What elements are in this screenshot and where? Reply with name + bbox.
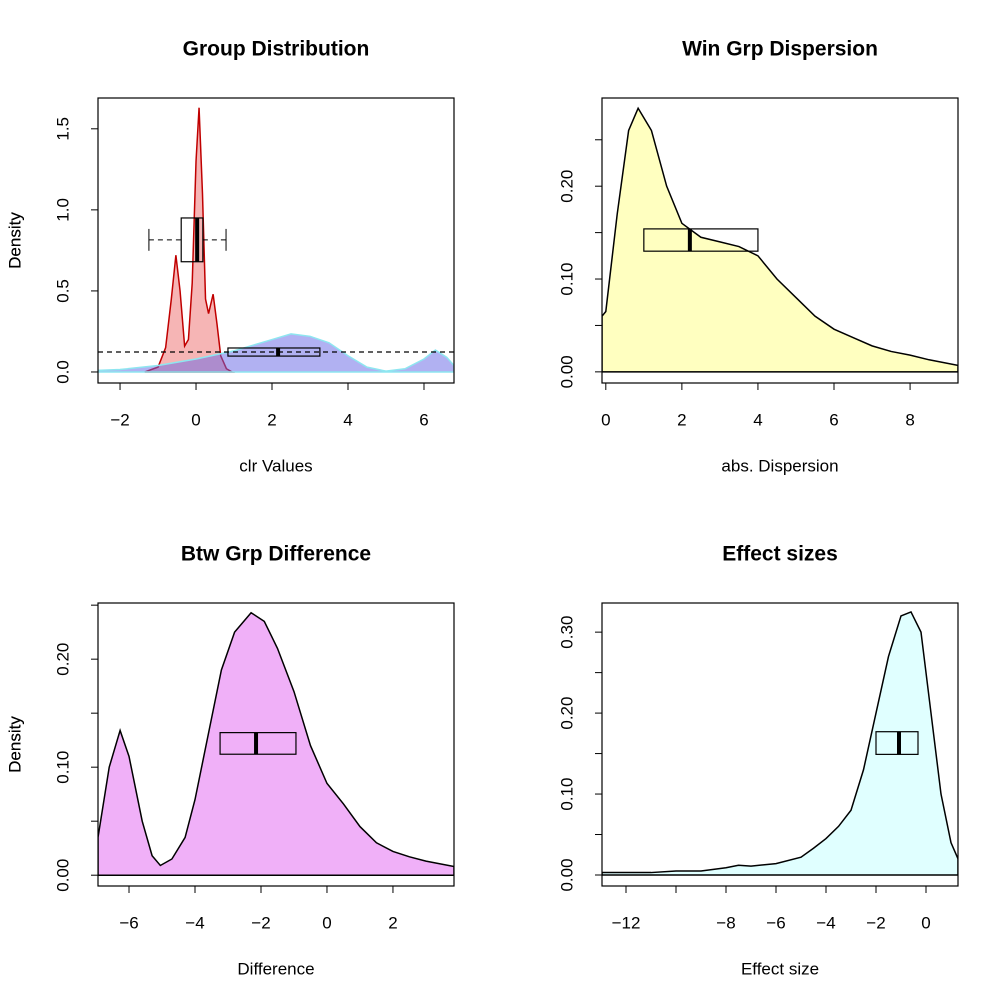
plot-frame bbox=[97, 602, 455, 887]
y-tick-label: 0.5 bbox=[53, 279, 72, 303]
box bbox=[180, 217, 204, 263]
plot-area bbox=[98, 611, 454, 876]
x-tick-label: 4 bbox=[753, 410, 762, 429]
chart-title: Win Grp Dispersion bbox=[682, 38, 878, 61]
density-area bbox=[602, 106, 958, 373]
y-tick-label: 1.0 bbox=[53, 198, 72, 222]
y-axis-label: Density bbox=[5, 212, 24, 269]
plot-frame bbox=[97, 97, 455, 384]
box bbox=[643, 228, 759, 252]
y-tick-label: 0.30 bbox=[557, 616, 576, 649]
x-tick-label: −8 bbox=[716, 913, 735, 932]
x-tick-label: 0 bbox=[601, 410, 610, 429]
x-tick-label: −6 bbox=[766, 913, 785, 932]
density-area bbox=[98, 611, 454, 876]
x-tick-label: 6 bbox=[829, 410, 838, 429]
y-tick-label: 1.5 bbox=[53, 117, 72, 141]
box bbox=[227, 347, 321, 357]
density-area bbox=[602, 610, 958, 876]
x-tick-label: 0 bbox=[921, 913, 930, 932]
plot-area bbox=[98, 107, 454, 373]
density-area bbox=[144, 107, 235, 373]
x-axis-label: abs. Dispersion bbox=[721, 456, 838, 475]
chart-title: Btw Grp Difference bbox=[181, 543, 371, 566]
chart-title: Effect sizes bbox=[722, 543, 838, 566]
y-tick-label: 0.20 bbox=[53, 643, 72, 676]
x-axis-label: clr Values bbox=[239, 456, 312, 475]
y-tick-label: 0.20 bbox=[557, 697, 576, 730]
x-tick-label: −2 bbox=[110, 410, 129, 429]
plot-frame bbox=[601, 602, 959, 887]
panel: Btw Grp Difference Difference Density −6 −4 −… bbox=[5, 543, 455, 978]
panel: Group Distribution clr Values Density −2 0 2 4… bbox=[5, 38, 455, 475]
x-tick-label: −6 bbox=[119, 913, 138, 932]
x-tick-label: 2 bbox=[677, 410, 686, 429]
x-tick-label: −2 bbox=[251, 913, 270, 932]
panel: Effect sizes Effect size Density −12 −8 −6 −4 −… bbox=[5, 543, 959, 978]
y-axis-label: Density bbox=[5, 212, 24, 269]
x-tick-label: −12 bbox=[612, 913, 641, 932]
panel: Win Grp Dispersion abs. Dispersion Density… bbox=[5, 38, 959, 475]
y-axis-label: Density bbox=[5, 716, 24, 773]
y-tick-label: 0.10 bbox=[53, 751, 72, 784]
chart-title: Group Distribution bbox=[183, 38, 370, 61]
x-tick-label: 6 bbox=[419, 410, 428, 429]
plot-frame bbox=[601, 97, 959, 384]
plot-area bbox=[602, 610, 958, 876]
y-tick-label: 0.00 bbox=[557, 355, 576, 388]
x-axis-label: Difference bbox=[237, 959, 314, 978]
x-tick-label: 0 bbox=[322, 913, 331, 932]
y-axis-label: Density bbox=[5, 716, 24, 773]
x-tick-label: −2 bbox=[866, 913, 885, 932]
y-tick-label: 0.0 bbox=[53, 360, 72, 384]
x-tick-label: 4 bbox=[343, 410, 352, 429]
x-tick-label: −4 bbox=[816, 913, 835, 932]
x-tick-label: 2 bbox=[267, 410, 276, 429]
plot-area bbox=[602, 106, 958, 373]
x-tick-label: 2 bbox=[388, 913, 397, 932]
x-tick-label: −4 bbox=[185, 913, 204, 932]
x-axis-label: Effect size bbox=[741, 959, 819, 978]
y-tick-label: 0.20 bbox=[557, 170, 576, 203]
y-tick-label: 0.10 bbox=[557, 262, 576, 295]
density-area bbox=[98, 333, 454, 373]
y-tick-label: 0.10 bbox=[557, 777, 576, 810]
y-tick-label: 0.00 bbox=[53, 859, 72, 892]
x-tick-label: 0 bbox=[191, 410, 200, 429]
x-tick-label: 8 bbox=[905, 410, 914, 429]
y-tick-label: 0.00 bbox=[557, 858, 576, 891]
